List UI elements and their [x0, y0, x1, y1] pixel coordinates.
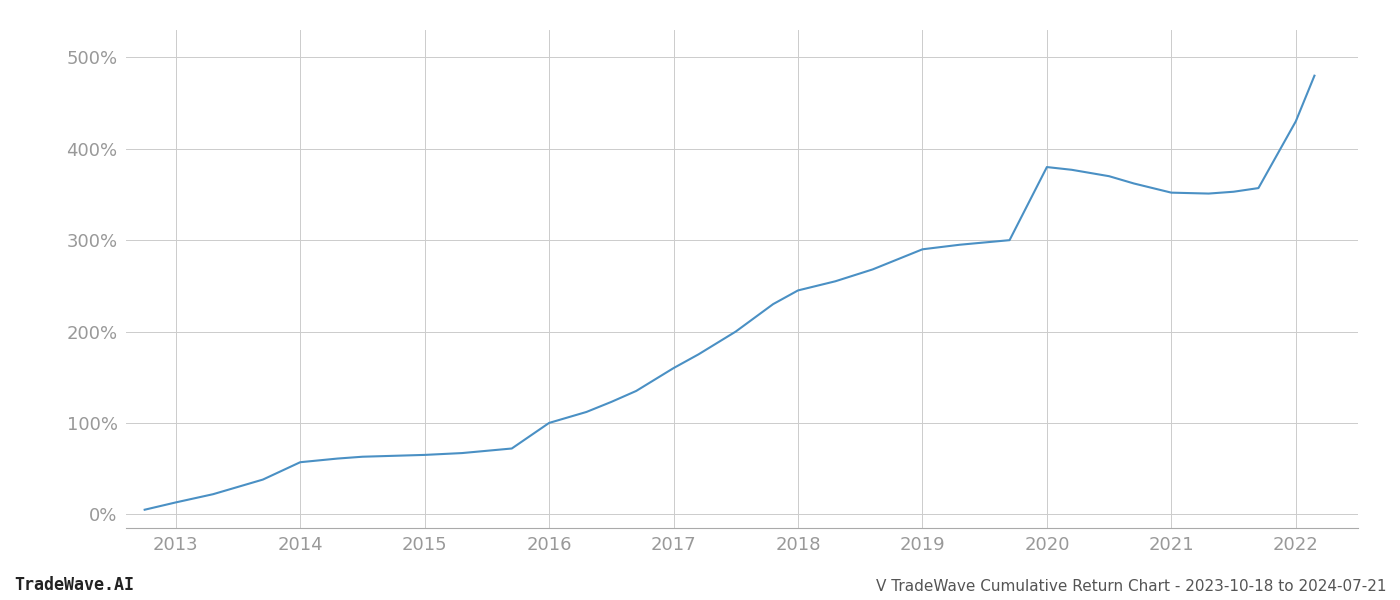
- Text: TradeWave.AI: TradeWave.AI: [14, 576, 134, 594]
- Text: V TradeWave Cumulative Return Chart - 2023-10-18 to 2024-07-21: V TradeWave Cumulative Return Chart - 20…: [875, 579, 1386, 594]
